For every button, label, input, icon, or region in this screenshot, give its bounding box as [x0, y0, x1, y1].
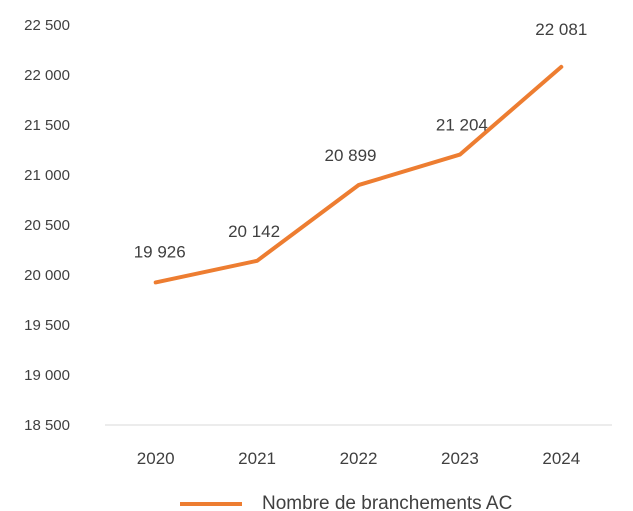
legend: Nombre de branchements AC [180, 493, 512, 511]
data-label: 22 081 [535, 20, 587, 39]
data-label: 19 926 [134, 242, 186, 261]
y-tick-label: 20 000 [24, 267, 70, 284]
x-tick-label: 2024 [542, 449, 580, 468]
data-label: 20 142 [228, 222, 280, 241]
y-tick-label: 19 500 [24, 317, 70, 334]
y-tick-label: 21 000 [24, 167, 70, 184]
y-tick-label: 22 500 [24, 17, 70, 34]
series-line-nombre-de-branchements-ac [153, 64, 564, 285]
y-tick-label: 18 500 [24, 417, 70, 434]
y-axis-tick-labels: 18 500 19 000 19 500 20 000 20 500 21 000 21 5… [24, 17, 70, 434]
x-axis-tick-labels: 2020 2021 2022 2023 2024 [137, 449, 580, 468]
y-tick-label: 21 500 [24, 117, 70, 134]
data-label: 20 899 [325, 146, 377, 165]
y-tick-label: 22 000 [24, 67, 70, 84]
y-tick-label: 20 500 [24, 217, 70, 234]
x-tick-label: 2023 [441, 449, 479, 468]
x-tick-label: 2020 [137, 449, 175, 468]
legend-label: Nombre de branchements AC [262, 493, 512, 511]
data-labels: 19 926 20 142 20 899 21 204 22 081 [134, 20, 588, 261]
y-tick-label: 19 000 [24, 367, 70, 384]
x-tick-label: 2022 [340, 449, 378, 468]
data-label: 21 204 [436, 116, 488, 135]
x-tick-label: 2021 [238, 449, 276, 468]
